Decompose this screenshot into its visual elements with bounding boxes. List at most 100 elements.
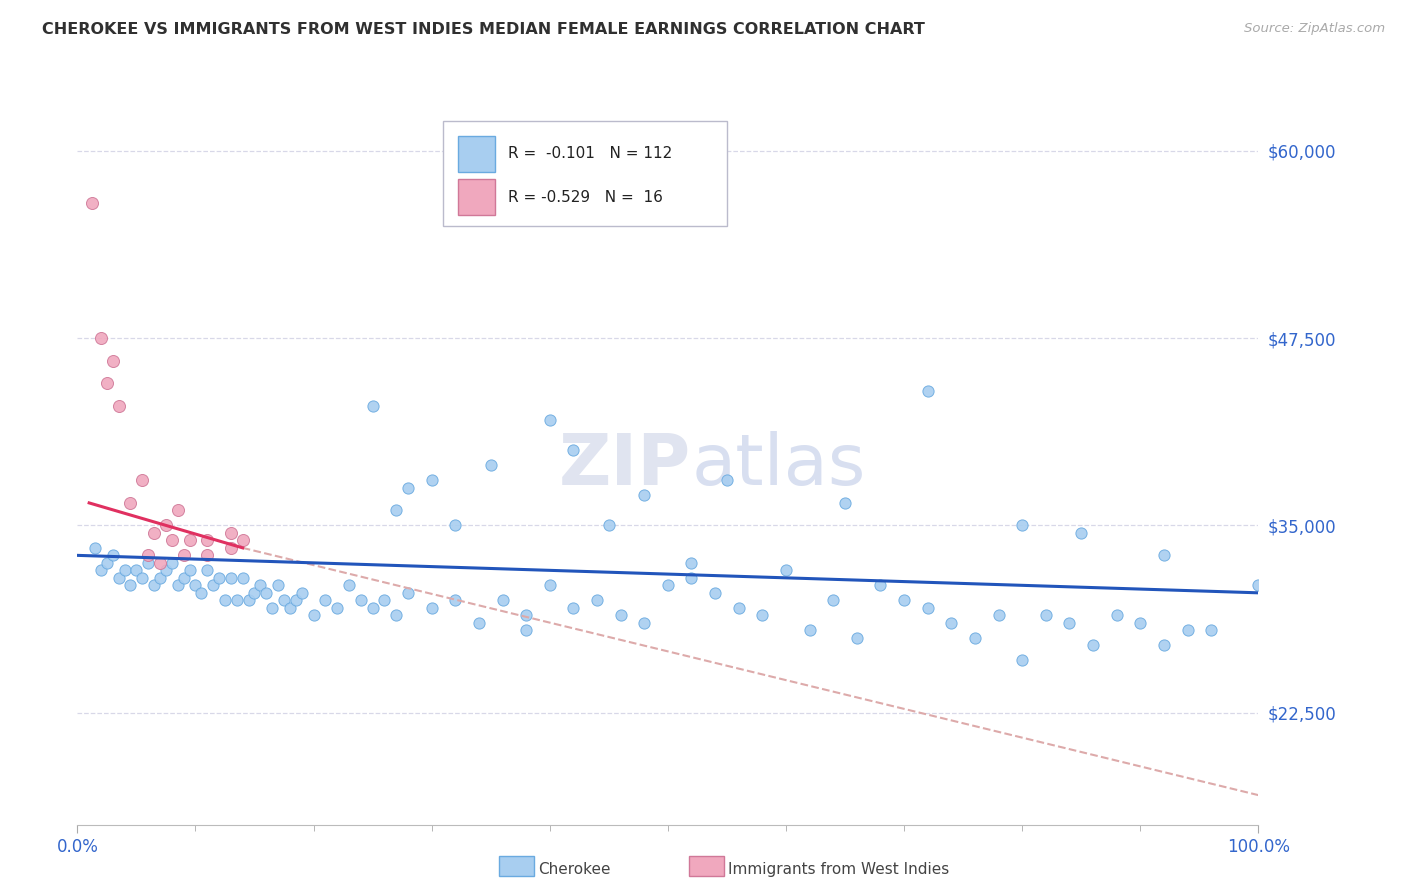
Point xyxy=(101,549,124,563)
Point xyxy=(799,624,821,638)
Point xyxy=(727,600,749,615)
Point xyxy=(1105,608,1128,623)
Point xyxy=(845,631,868,645)
Point xyxy=(987,608,1010,623)
Point xyxy=(1129,615,1152,630)
Point xyxy=(1081,638,1104,652)
Point xyxy=(101,353,124,368)
Point xyxy=(107,571,129,585)
Point xyxy=(195,563,218,577)
Point xyxy=(302,608,325,623)
Point xyxy=(538,413,561,427)
Point xyxy=(515,624,537,638)
Point xyxy=(609,608,631,623)
Point xyxy=(173,549,195,563)
Point xyxy=(515,608,537,623)
Point xyxy=(202,578,225,592)
Point xyxy=(114,563,136,577)
Point xyxy=(350,593,373,607)
Text: Cherokee: Cherokee xyxy=(538,863,612,877)
Point xyxy=(396,481,419,495)
Point xyxy=(107,399,129,413)
Point xyxy=(291,586,314,600)
Point xyxy=(479,458,502,473)
Point xyxy=(1035,608,1057,623)
Point xyxy=(254,586,277,600)
Point xyxy=(1153,638,1175,652)
Point xyxy=(361,600,384,615)
Point xyxy=(385,503,408,517)
Text: R = -0.529   N =  16: R = -0.529 N = 16 xyxy=(509,190,664,204)
Point xyxy=(249,578,271,592)
Point xyxy=(1199,624,1222,638)
Point xyxy=(149,571,172,585)
Point xyxy=(267,578,290,592)
Point xyxy=(633,615,655,630)
Point xyxy=(1070,525,1092,540)
Point xyxy=(598,518,620,533)
Point xyxy=(1059,615,1081,630)
Point xyxy=(219,541,242,555)
Text: CHEROKEE VS IMMIGRANTS FROM WEST INDIES MEDIAN FEMALE EARNINGS CORRELATION CHART: CHEROKEE VS IMMIGRANTS FROM WEST INDIES … xyxy=(42,22,925,37)
Point xyxy=(491,593,513,607)
Point xyxy=(195,533,218,548)
Point xyxy=(120,578,142,592)
Point xyxy=(179,563,201,577)
Point xyxy=(963,631,986,645)
Point xyxy=(751,608,773,623)
Point xyxy=(214,593,236,607)
Point xyxy=(278,600,301,615)
Point xyxy=(166,578,188,592)
Point xyxy=(562,443,585,458)
Point xyxy=(704,586,727,600)
Point xyxy=(273,593,295,607)
Point xyxy=(125,563,148,577)
Point xyxy=(155,518,177,533)
Point xyxy=(468,615,491,630)
Point xyxy=(917,600,939,615)
Point xyxy=(149,556,172,570)
Point xyxy=(716,474,738,488)
Point xyxy=(420,600,443,615)
Point xyxy=(90,563,112,577)
Text: atlas: atlas xyxy=(692,431,866,500)
Point xyxy=(173,571,195,585)
Point xyxy=(284,593,307,607)
Text: ZIP: ZIP xyxy=(560,431,692,500)
Point xyxy=(243,586,266,600)
Point xyxy=(337,578,360,592)
FancyBboxPatch shape xyxy=(457,179,495,215)
Point xyxy=(1153,549,1175,563)
Point xyxy=(538,578,561,592)
Point xyxy=(96,376,118,390)
Point xyxy=(208,571,231,585)
Point xyxy=(219,571,242,585)
Point xyxy=(444,518,467,533)
Text: Source: ZipAtlas.com: Source: ZipAtlas.com xyxy=(1244,22,1385,36)
Point xyxy=(90,331,112,345)
Point xyxy=(1011,518,1033,533)
Point xyxy=(823,593,845,607)
Point xyxy=(314,593,336,607)
Point xyxy=(232,533,254,548)
Point xyxy=(155,563,177,577)
Point xyxy=(1247,578,1270,592)
Point xyxy=(657,578,679,592)
Point xyxy=(681,556,703,570)
Point xyxy=(633,488,655,502)
Point xyxy=(131,474,153,488)
Point xyxy=(160,556,183,570)
Point xyxy=(160,533,183,548)
Point xyxy=(562,600,585,615)
FancyBboxPatch shape xyxy=(457,136,495,172)
Point xyxy=(80,196,103,211)
Point xyxy=(420,474,443,488)
Point xyxy=(96,556,118,570)
Point xyxy=(834,496,856,510)
Point xyxy=(262,600,284,615)
Point xyxy=(179,533,201,548)
Point xyxy=(232,571,254,585)
Point xyxy=(184,578,207,592)
Point xyxy=(444,593,467,607)
Point xyxy=(893,593,915,607)
